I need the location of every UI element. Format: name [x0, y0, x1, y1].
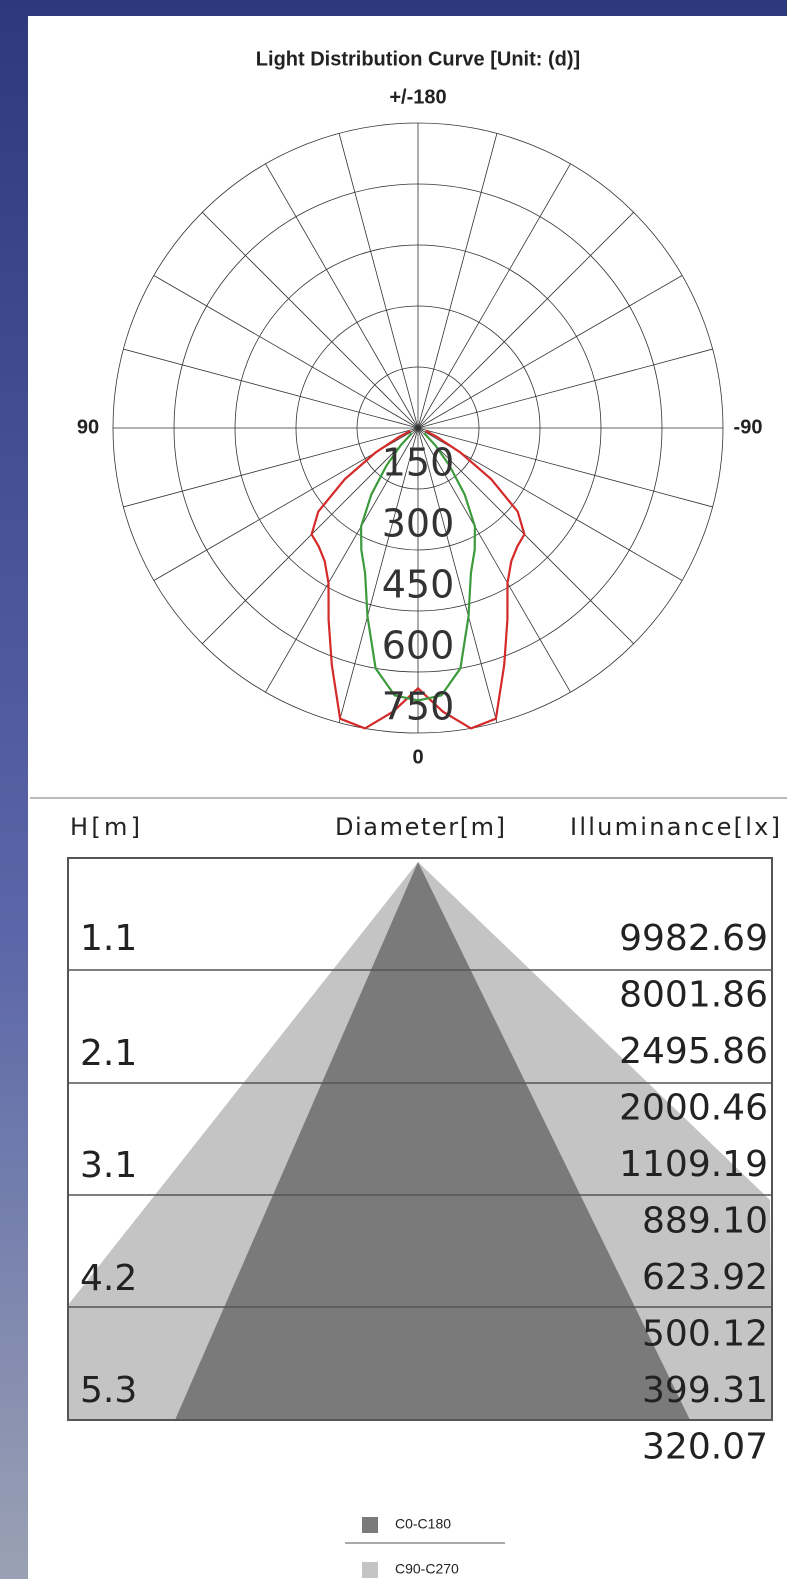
angle-label: +/-180 — [389, 86, 446, 108]
header: Illuminance[lx] — [570, 813, 780, 841]
illuminance-value: 500.12 — [642, 1314, 768, 1355]
chart-title: Light Distribution Curve [Unit: (d)] — [256, 48, 580, 70]
illuminance-value: 320.07 — [642, 1427, 768, 1468]
height-label: 4.2 — [80, 1258, 137, 1299]
radial-tick-label: 150 — [382, 441, 455, 485]
height-label: 5.3 — [80, 1370, 137, 1411]
illuminance-value: 399.31 — [642, 1370, 768, 1411]
radial-tick-label: 450 — [382, 563, 455, 607]
illuminance-value: 2000.46 — [619, 1088, 768, 1129]
illuminance-value: 623.92 — [642, 1257, 768, 1298]
radial-tick-label: 750 — [382, 685, 455, 729]
header: Diameter[m] — [335, 813, 505, 841]
angle-label: -90 — [734, 416, 763, 438]
height-label: 3.1 — [80, 1145, 137, 1186]
height-label: 1.1 — [80, 918, 137, 959]
angle-label: 90 — [77, 416, 99, 438]
height-label: 2.1 — [80, 1033, 137, 1074]
illuminance-value: 889.10 — [642, 1201, 768, 1242]
illuminance-value: 1109.19 — [619, 1144, 768, 1185]
illuminance-value: 2495.86 — [619, 1031, 768, 1072]
angle-label: 0 — [412, 746, 423, 768]
legend-swatch — [362, 1562, 378, 1578]
page: Light Distribution Curve [Unit: (d)] +/-… — [0, 0, 787, 1579]
radial-tick-label: 300 — [382, 502, 455, 546]
legend-label: C0-C180 — [395, 1516, 451, 1532]
illuminance-value: 8001.86 — [619, 975, 768, 1016]
radial-tick-label: 600 — [382, 624, 455, 668]
illuminance-value: 9982.69 — [619, 918, 768, 959]
legend-swatch — [362, 1517, 378, 1533]
spec-sheet: Light Distribution Curve [Unit: (d)] +/-… — [0, 0, 787, 1579]
legend-label: C90-C270 — [395, 1561, 459, 1577]
